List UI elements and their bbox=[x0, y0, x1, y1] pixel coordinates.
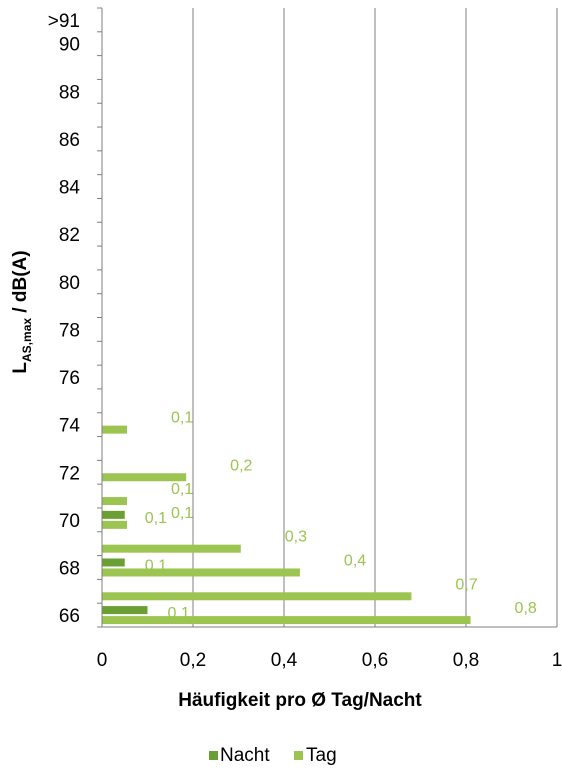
y-tick-label-18: 84 bbox=[59, 178, 81, 199]
bars bbox=[102, 425, 471, 625]
bar-tag-5 bbox=[102, 497, 128, 506]
data-label-tag-8: 0,1 bbox=[171, 410, 193, 427]
data-labels: 0,10,10,10,80,70,40,30,10,10,20,1 bbox=[145, 410, 537, 622]
y-tick-label-22: 88 bbox=[59, 82, 80, 103]
legend-swatch-tag bbox=[294, 751, 303, 760]
x-axis-title: Häufigkeit pro Ø Tag/Nacht bbox=[178, 690, 422, 711]
y-tick-label-2: 68 bbox=[59, 558, 80, 579]
legend-label-nacht: Nacht bbox=[220, 745, 270, 766]
data-label-tag-0: 0,8 bbox=[515, 600, 537, 617]
y-axis-title-main: L bbox=[10, 362, 31, 374]
legend-label-tag: Tag bbox=[306, 745, 337, 766]
data-label-nacht-4: 0,1 bbox=[145, 510, 167, 527]
bar-nacht-2 bbox=[102, 558, 125, 567]
y-tick-label-14: 80 bbox=[59, 273, 80, 294]
bar-nacht-4 bbox=[102, 510, 125, 519]
bar-tag-1 bbox=[102, 592, 412, 601]
y-tick-label-8: 74 bbox=[59, 416, 81, 437]
y-axis-title-subscript: AS,max bbox=[20, 318, 34, 362]
data-label-tag-2: 0,4 bbox=[344, 552, 366, 569]
data-label-tag-6: 0,2 bbox=[230, 457, 252, 474]
data-label-tag-4: 0,1 bbox=[171, 505, 193, 522]
data-label-tag-3: 0,3 bbox=[285, 529, 307, 546]
bar-tag-4 bbox=[102, 520, 128, 529]
data-label-tag-5: 0,1 bbox=[171, 481, 193, 498]
y-tick-label-24: 90 bbox=[59, 35, 80, 56]
bar-tag-0 bbox=[102, 616, 471, 625]
y-axis-title-rest: / dB(A) bbox=[10, 250, 31, 318]
y-tick-label-4: 70 bbox=[59, 511, 80, 532]
y-tick-label-12: 78 bbox=[59, 320, 80, 341]
bar-tag-3 bbox=[102, 544, 241, 553]
bar-tag-6 bbox=[102, 473, 187, 482]
x-tick-label-1: 0,2 bbox=[180, 650, 206, 671]
bar-tag-2 bbox=[102, 568, 300, 577]
y-axis-title: LAS,max / dB(A) bbox=[10, 250, 34, 373]
x-tick-label-4: 0,8 bbox=[453, 650, 479, 671]
gridlines bbox=[192, 8, 558, 627]
x-tick-label-0: 0 bbox=[97, 650, 108, 671]
x-tick-label-5: 1 bbox=[552, 650, 562, 671]
data-label-nacht-2: 0,1 bbox=[145, 557, 167, 574]
legend-swatch-nacht bbox=[209, 751, 218, 760]
bar-nacht-0 bbox=[102, 606, 148, 615]
data-label-nacht-0: 0,1 bbox=[168, 605, 190, 622]
x-tick-label-3: 0,6 bbox=[362, 650, 388, 671]
y-tick-label-16: 82 bbox=[59, 225, 80, 246]
y-tick-label-10: 76 bbox=[59, 368, 80, 389]
y-tick-label-0: 66 bbox=[59, 606, 80, 627]
y-tick-label-20: 86 bbox=[59, 130, 80, 151]
legend: Nacht Tag bbox=[209, 745, 337, 766]
y-tick-label-6: 72 bbox=[59, 463, 80, 484]
x-tick-label-2: 0,4 bbox=[271, 650, 298, 671]
y-tick-label-25: >91 bbox=[48, 11, 80, 32]
axes: 0 0,2 0,4 0,6 0,8 1 66 68 70 72 74 76 78 80 82 84 86 88 90… bbox=[48, 7, 562, 671]
bar-tag-8 bbox=[102, 425, 128, 434]
data-label-tag-1: 0,7 bbox=[455, 576, 477, 593]
